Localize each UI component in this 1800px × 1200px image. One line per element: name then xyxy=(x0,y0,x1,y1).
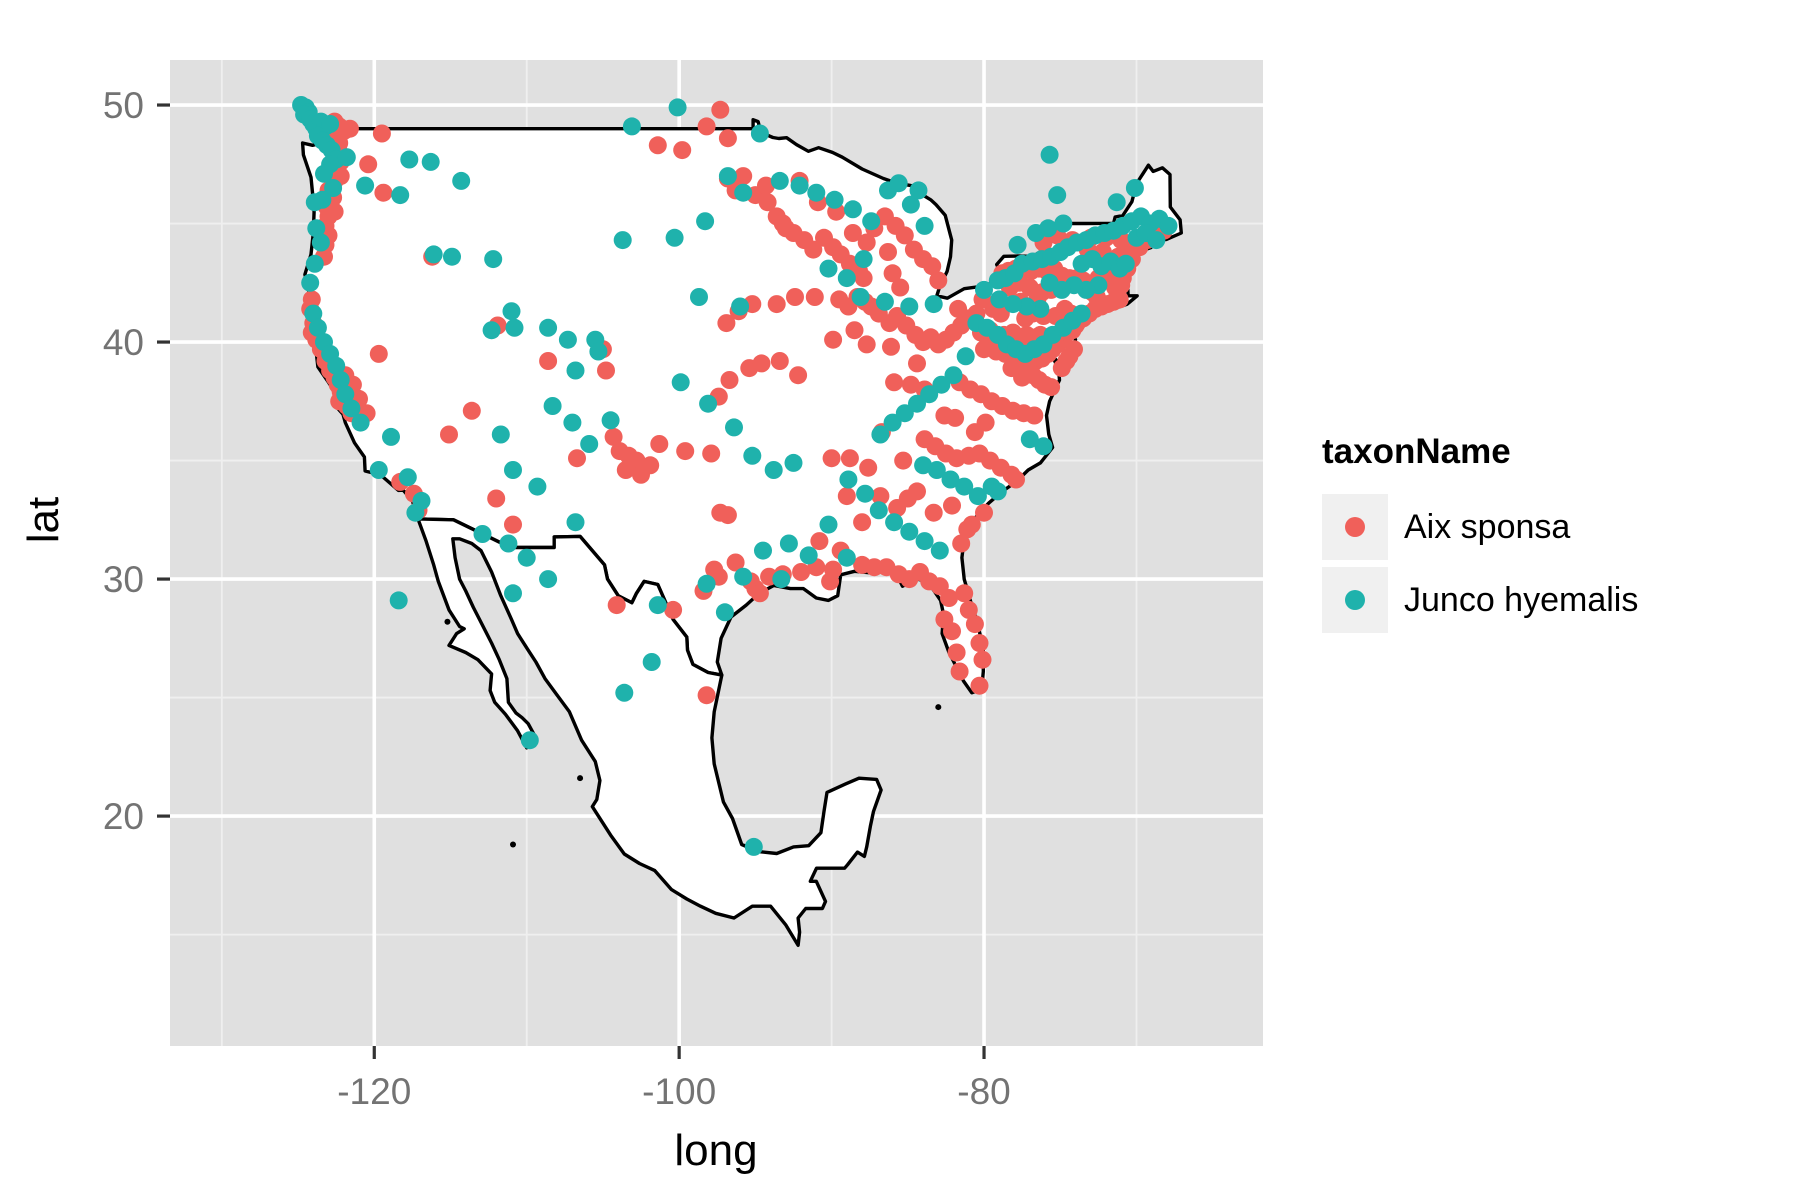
legend-label: Aix sponsa xyxy=(1404,507,1571,546)
legend-item-junco-hyemalis: Junco hyemalis xyxy=(1322,567,1638,633)
legend-key-box xyxy=(1322,494,1388,560)
legend-dot-junco-hyemalis-icon xyxy=(1345,590,1365,610)
svg-text:-100: -100 xyxy=(642,1071,716,1112)
axis-tick-labels: -120 -100 -80 50 40 30 20 xyxy=(103,85,1011,1112)
legend: taxonName Aix sponsa Junco hyemalis xyxy=(1322,432,1638,640)
legend-title: taxonName xyxy=(1322,432,1511,471)
axis-ticks xyxy=(157,103,986,1059)
legend-key-box xyxy=(1322,567,1388,633)
svg-text:20: 20 xyxy=(103,796,144,837)
y-axis-title: lat xyxy=(19,497,68,543)
data-points xyxy=(292,96,1178,856)
svg-text:50: 50 xyxy=(103,85,144,126)
svg-text:40: 40 xyxy=(103,322,144,363)
legend-dot-aix-sponsa-icon xyxy=(1345,517,1365,537)
svg-text:-120: -120 xyxy=(337,1071,411,1112)
x-axis-title: long xyxy=(674,1126,757,1175)
svg-text:-80: -80 xyxy=(957,1071,1010,1112)
legend-label: Junco hyemalis xyxy=(1404,580,1639,619)
svg-text:30: 30 xyxy=(103,559,144,600)
legend-item-aix-sponsa: Aix sponsa xyxy=(1322,494,1638,560)
